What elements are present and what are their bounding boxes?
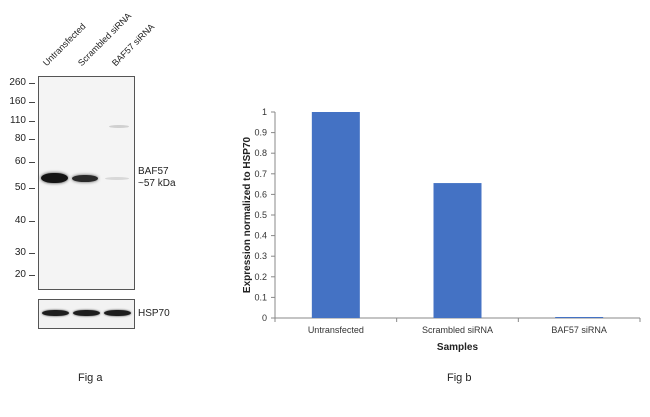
y-tick-label: 0 bbox=[262, 313, 267, 323]
y-tick-label: 0.4 bbox=[254, 231, 267, 241]
hsp70-band-baf57-sirna bbox=[104, 310, 131, 316]
mw-tick bbox=[29, 188, 35, 189]
mw-tick bbox=[29, 275, 35, 276]
hsp70-band-untransfected bbox=[42, 310, 69, 316]
y-tick-label: 1 bbox=[262, 107, 267, 117]
y-tick-label: 0.7 bbox=[254, 169, 267, 179]
y-tick-label: 0.5 bbox=[254, 210, 267, 220]
blot-image-baf57 bbox=[38, 76, 135, 290]
y-tick-label: 0.2 bbox=[254, 272, 267, 282]
band-untransfected bbox=[41, 173, 68, 183]
x-tick-label: BAF57 siRNA bbox=[551, 325, 607, 335]
hsp70-band-scrambled-sirna bbox=[73, 310, 100, 316]
x-tick-label: Scrambled siRNA bbox=[422, 325, 493, 335]
y-tick-label: 0.1 bbox=[254, 292, 267, 302]
mw-tick bbox=[29, 139, 35, 140]
target-label: BAF57 ~57 kDa bbox=[138, 166, 176, 190]
mw-marker-40: 40 bbox=[14, 215, 26, 226]
fig-a-caption: Fig a bbox=[78, 372, 103, 384]
x-axis-title: Samples bbox=[437, 342, 479, 353]
mw-marker-50: 50 bbox=[14, 182, 26, 193]
y-tick-label: 0.6 bbox=[254, 189, 267, 199]
y-tick-label: 0.9 bbox=[254, 128, 267, 138]
x-tick-label: Untransfected bbox=[308, 325, 364, 335]
mw-tick bbox=[29, 102, 35, 103]
bar-baf57-sirna bbox=[555, 317, 604, 318]
mw-tick bbox=[29, 83, 35, 84]
mw-tick bbox=[29, 221, 35, 222]
loading-control-label: HSP70 bbox=[138, 308, 170, 319]
mw-marker-260: 260 bbox=[9, 77, 26, 88]
blot-image-hsp70 bbox=[38, 299, 135, 329]
band-scrambled-sirna bbox=[72, 175, 98, 182]
y-tick-label: 0.3 bbox=[254, 251, 267, 261]
target-name: BAF57 bbox=[138, 166, 169, 177]
bar-untransfected bbox=[311, 112, 360, 318]
band-baf57-sirna bbox=[105, 177, 129, 180]
mw-marker-80: 80 bbox=[14, 133, 26, 144]
mw-marker-60: 60 bbox=[14, 156, 26, 167]
bar-scrambled-sirna bbox=[433, 183, 482, 318]
mw-marker-20: 20 bbox=[14, 269, 26, 280]
faint-band bbox=[109, 125, 129, 128]
mw-tick bbox=[29, 121, 35, 122]
fig-b-caption: Fig b bbox=[447, 372, 472, 384]
target-size: ~57 kDa bbox=[138, 178, 176, 189]
mw-tick bbox=[29, 162, 35, 163]
y-axis-title: Expression normalized to HSP70 bbox=[242, 136, 253, 293]
mw-tick bbox=[29, 253, 35, 254]
y-tick-label: 0.8 bbox=[254, 148, 267, 158]
mw-marker-110: 110 bbox=[10, 115, 26, 126]
mw-marker-30: 30 bbox=[14, 247, 26, 258]
mw-marker-160: 160 bbox=[9, 96, 26, 107]
